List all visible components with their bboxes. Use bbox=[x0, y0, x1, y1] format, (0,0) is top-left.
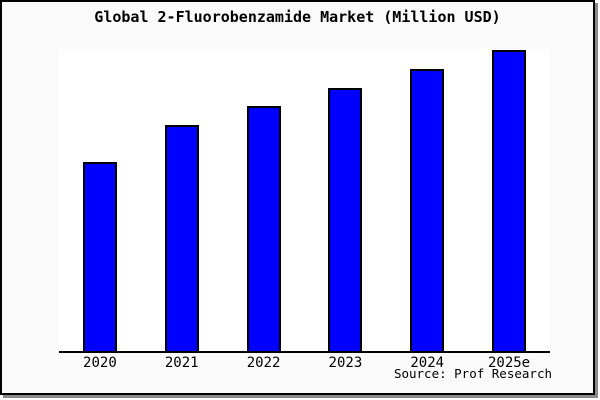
bar-2023 bbox=[328, 88, 363, 351]
x-tick-label-2024: 2024 bbox=[410, 355, 445, 371]
bar-2021 bbox=[164, 125, 199, 351]
x-tick-label-2022: 2022 bbox=[246, 355, 281, 371]
x-axis-line bbox=[59, 351, 550, 353]
bar-2025e bbox=[492, 50, 527, 351]
x-tick-label-2020: 2020 bbox=[83, 355, 117, 371]
bar-2020 bbox=[82, 162, 117, 351]
bars-container bbox=[59, 49, 550, 351]
chart-title: Global 2-Fluorobenzamide Market (Million… bbox=[94, 8, 501, 26]
chart-frame: Global 2-Fluorobenzamide Market (Million… bbox=[0, 0, 595, 395]
plot-area bbox=[59, 49, 550, 351]
x-axis-labels: 2020 2021 2022 2023 2024 2025e bbox=[59, 355, 550, 371]
x-tick-label-2021: 2021 bbox=[164, 355, 199, 371]
source-note: Source: Prof Research bbox=[393, 366, 552, 381]
bar-2022 bbox=[246, 106, 281, 351]
x-tick-label-2023: 2023 bbox=[328, 355, 363, 371]
bar-2024 bbox=[410, 69, 445, 351]
x-tick-label-2025e: 2025e bbox=[487, 355, 531, 371]
